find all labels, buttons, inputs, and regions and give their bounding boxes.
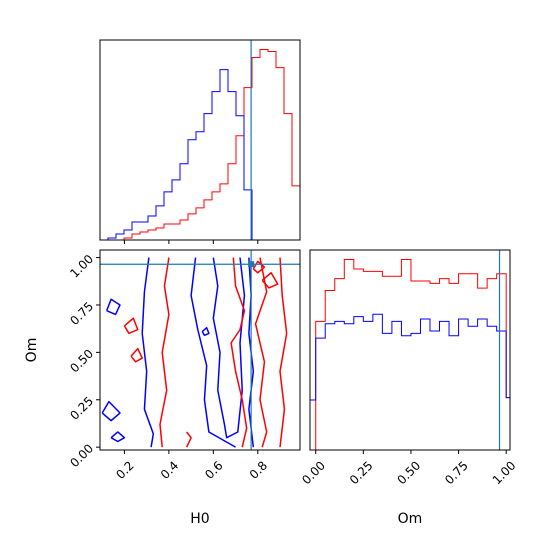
truth-point — [248, 261, 255, 268]
h0-marginal-frame — [99, 39, 301, 241]
h0-histogram-red — [100, 49, 301, 241]
om-y-tick-label: 0.75 — [67, 299, 96, 328]
contour-blue — [101, 400, 121, 422]
contour-red — [279, 257, 288, 448]
om-y-tick-label: 0.00 — [67, 441, 96, 470]
om-x-tick-label: 1.00 — [490, 458, 519, 487]
om-x-tick-label: 0.75 — [442, 458, 471, 487]
om-x-tick-label: 0.25 — [347, 458, 376, 487]
h0-om-joint-frame — [99, 249, 301, 451]
om-marginal-frame — [309, 249, 511, 451]
contour-blue — [190, 257, 236, 448]
h0-x-tick-label: 0.2 — [113, 458, 136, 481]
contour-blue — [105, 298, 121, 316]
om-y-tick-label: 0.50 — [67, 347, 96, 376]
contour-blue — [110, 431, 126, 443]
h0-histogram-blue — [100, 69, 300, 241]
om-y-tick-label: 1.00 — [67, 252, 96, 281]
om-x-axis-label: Om — [398, 511, 423, 527]
om-x-tick-label: 0.00 — [299, 458, 328, 487]
x-axis-label: H0 — [190, 511, 209, 527]
contour-red — [230, 257, 248, 448]
om-histogram-blue — [309, 313, 511, 450]
om-y-tick-label: 0.25 — [67, 394, 96, 423]
h0-marginal-panel — [99, 39, 301, 244]
contour-blue — [141, 257, 155, 448]
contour-red — [130, 347, 143, 363]
contour-red — [185, 431, 192, 448]
y-axis-label: Om — [24, 338, 40, 363]
h0-x-tick-label: 0.6 — [202, 458, 225, 481]
contour-blue — [201, 326, 210, 337]
om-x-tick-label: 0.50 — [395, 458, 424, 487]
om-marginal-panel: 0.00 0.25 0.50 0.75 1.00 Om — [299, 249, 519, 527]
om-histogram-red — [310, 259, 511, 451]
h0-x-tick-label: 0.8 — [247, 458, 270, 481]
contour-red — [159, 257, 170, 448]
h0-om-joint-panel: 0.2 0.4 0.6 0.8 0.00 0.25 0.50 0.75 1.00 H0 Om — [24, 249, 301, 527]
contour-red — [261, 272, 279, 289]
contour-red — [123, 317, 139, 335]
contour-blue — [212, 257, 246, 439]
contour-red — [254, 257, 268, 448]
h0-x-tick-label: 0.4 — [158, 458, 181, 481]
